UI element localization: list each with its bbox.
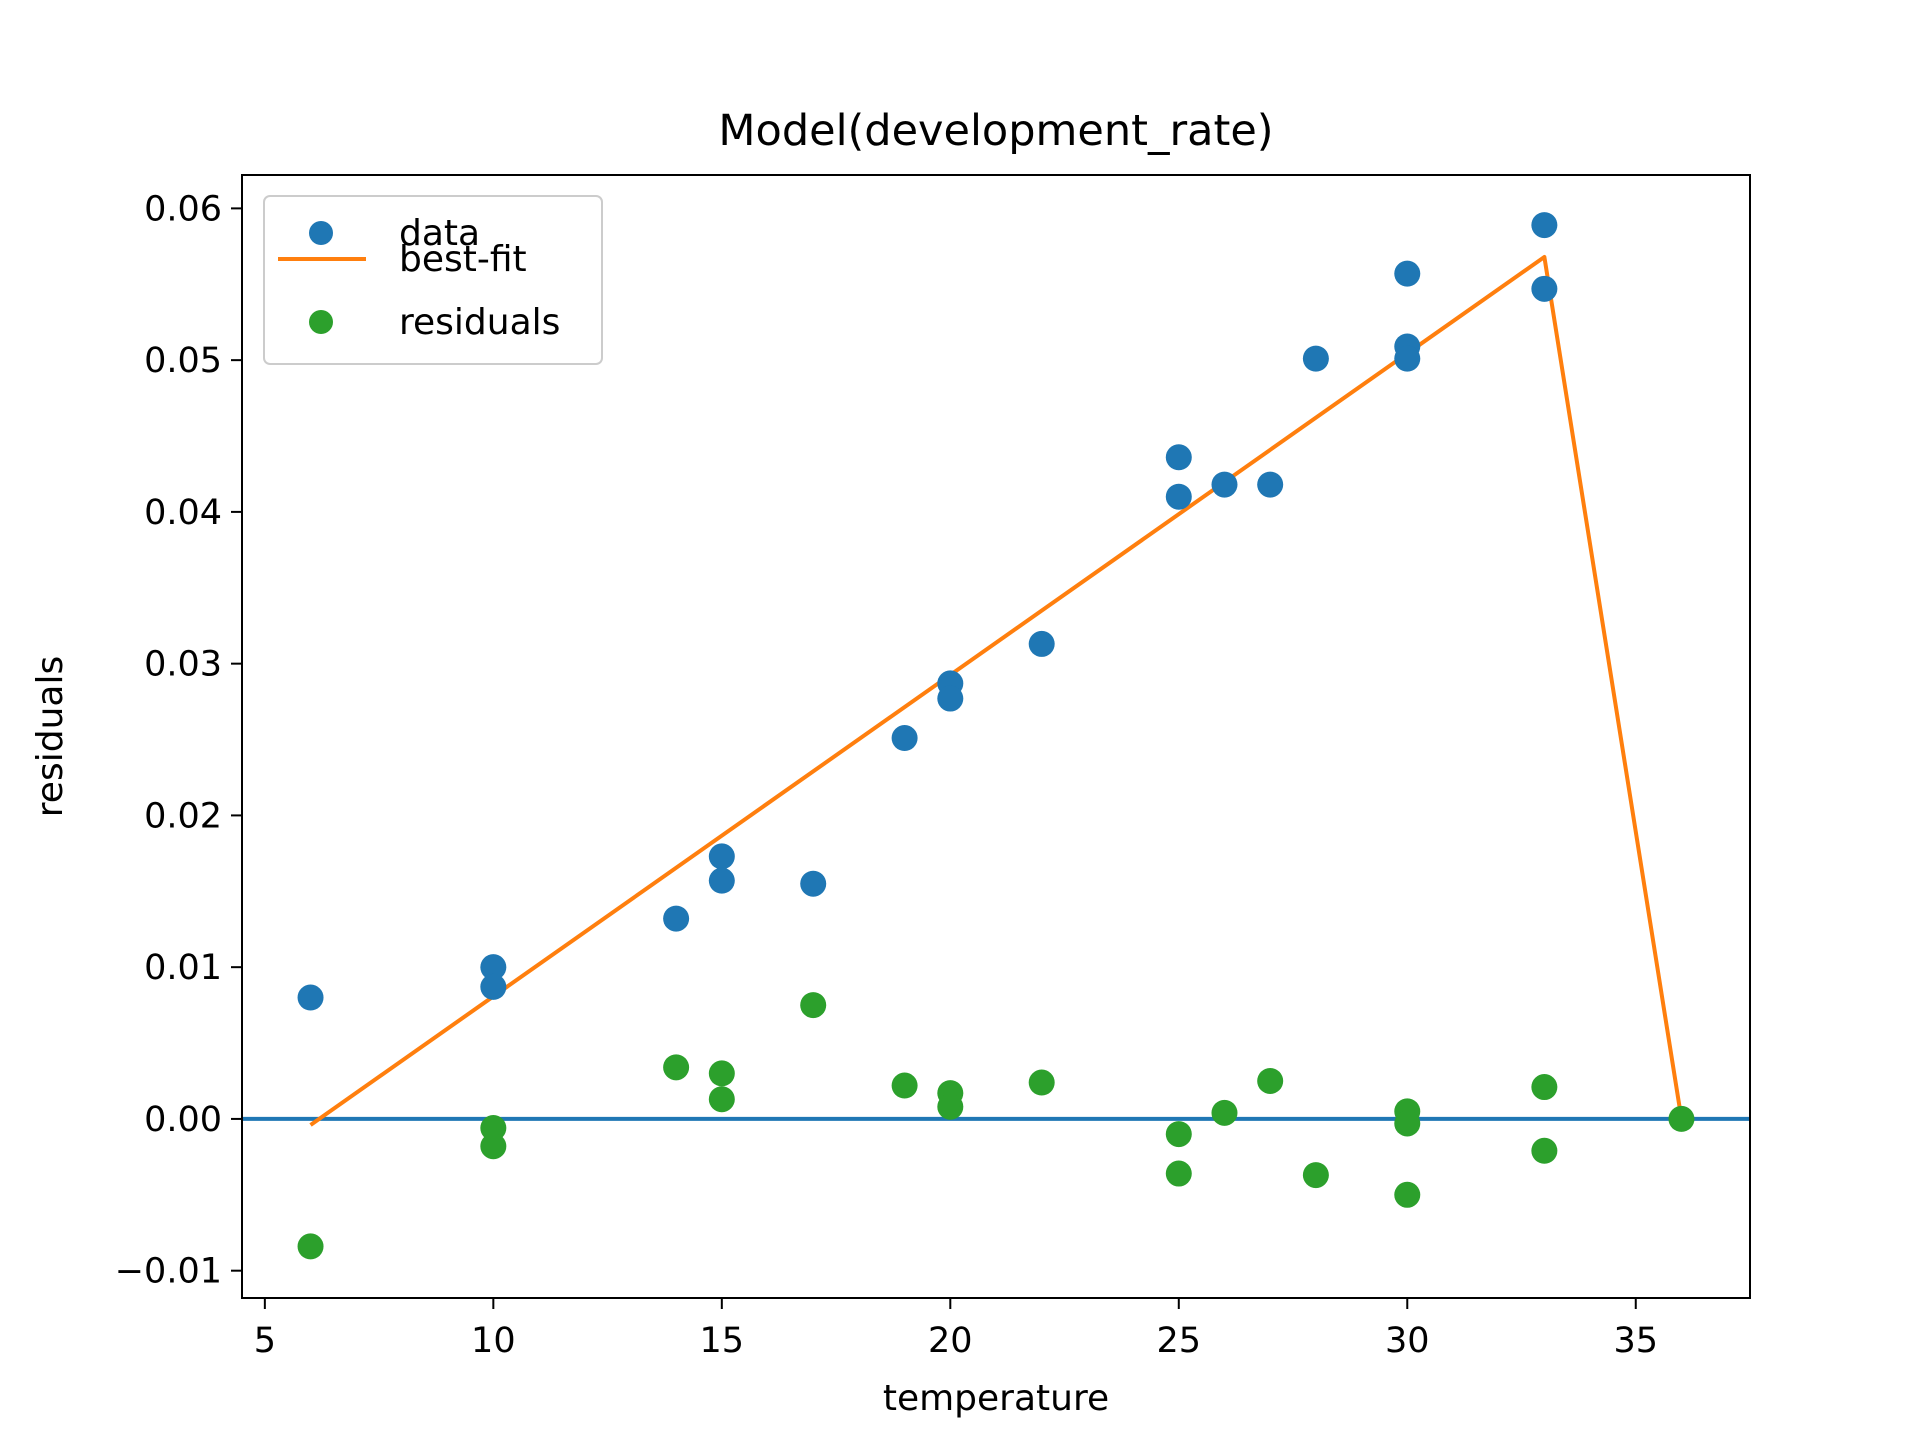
y-tick-label: 0.02	[144, 796, 222, 836]
x-tick-label: 5	[254, 1321, 276, 1361]
legend-marker-residuals	[309, 310, 333, 334]
y-axis-label: residuals	[30, 656, 71, 817]
legend-label-best-fit: best-fit	[399, 239, 527, 280]
residual-point	[1668, 1105, 1695, 1132]
y-tick-label: 0.00	[144, 1100, 222, 1140]
data-point	[1394, 260, 1421, 287]
residual-point	[800, 992, 827, 1019]
residual-point	[663, 1054, 690, 1081]
data-point	[1165, 444, 1192, 471]
chart-title: Model(development_rate)	[718, 106, 1273, 156]
y-tick-label: −0.01	[115, 1252, 222, 1292]
residual-point	[708, 1060, 735, 1087]
axes: 5 10 15 20 25 30 35 −0.01 0.00 0.01 0.02 0.03 0.04 0.…	[115, 174, 1751, 1361]
data-point	[1531, 212, 1558, 239]
x-tick-label: 35	[1613, 1321, 1658, 1361]
data-point	[708, 867, 735, 894]
data-point	[663, 905, 690, 932]
residual-point	[1531, 1074, 1558, 1101]
data-point	[937, 685, 964, 712]
x-tick-label: 15	[700, 1321, 745, 1361]
residual-point	[480, 1133, 507, 1160]
data-point	[1165, 483, 1192, 510]
data-point	[480, 954, 507, 981]
best-fit-line	[309, 254, 1684, 1127]
plot-area	[242, 212, 1750, 1260]
residual-point	[1302, 1162, 1329, 1189]
data-point	[708, 843, 735, 870]
residual-point	[1165, 1121, 1192, 1148]
residual-point	[1028, 1069, 1055, 1096]
x-tick-label: 25	[1157, 1321, 1202, 1361]
x-axis-label: temperature	[883, 1378, 1109, 1419]
data-point	[1394, 345, 1421, 372]
data-point	[1531, 275, 1558, 302]
residual-point	[1531, 1137, 1558, 1164]
y-tick-label: 0.01	[144, 948, 222, 988]
x-tick-label: 30	[1385, 1321, 1430, 1361]
data-point	[1211, 471, 1238, 498]
data-point	[297, 984, 324, 1011]
data-point	[480, 973, 507, 1000]
residual-point	[480, 1115, 507, 1142]
legend-label-data: data	[399, 213, 480, 254]
residual-point	[1211, 1099, 1238, 1126]
residual-point	[297, 1233, 324, 1260]
y-tick-label: 0.05	[144, 341, 222, 381]
y-tick-label: 0.04	[144, 493, 222, 533]
data-point	[1028, 630, 1055, 657]
y-tick-label: 0.06	[144, 189, 222, 229]
residual-point	[1394, 1110, 1421, 1137]
x-tick-label: 10	[471, 1321, 516, 1361]
residual-point	[891, 1072, 918, 1099]
data-point	[800, 870, 827, 897]
axes-frame	[241, 174, 1751, 1299]
legend-label-residuals: residuals	[399, 302, 560, 343]
y-tick-label: 0.03	[144, 645, 222, 685]
legend-marker-data	[309, 221, 333, 245]
legend: data best-fit residuals	[263, 195, 603, 365]
residual-point	[1257, 1067, 1284, 1094]
residual-point	[708, 1086, 735, 1113]
x-tick-label: 20	[928, 1321, 973, 1361]
residual-point	[1165, 1160, 1192, 1187]
legend-box	[263, 195, 603, 365]
residual-point	[937, 1093, 964, 1120]
data-point	[1257, 471, 1284, 498]
data-point	[1302, 345, 1329, 372]
data-point	[891, 725, 918, 752]
residual-point	[1394, 1181, 1421, 1208]
